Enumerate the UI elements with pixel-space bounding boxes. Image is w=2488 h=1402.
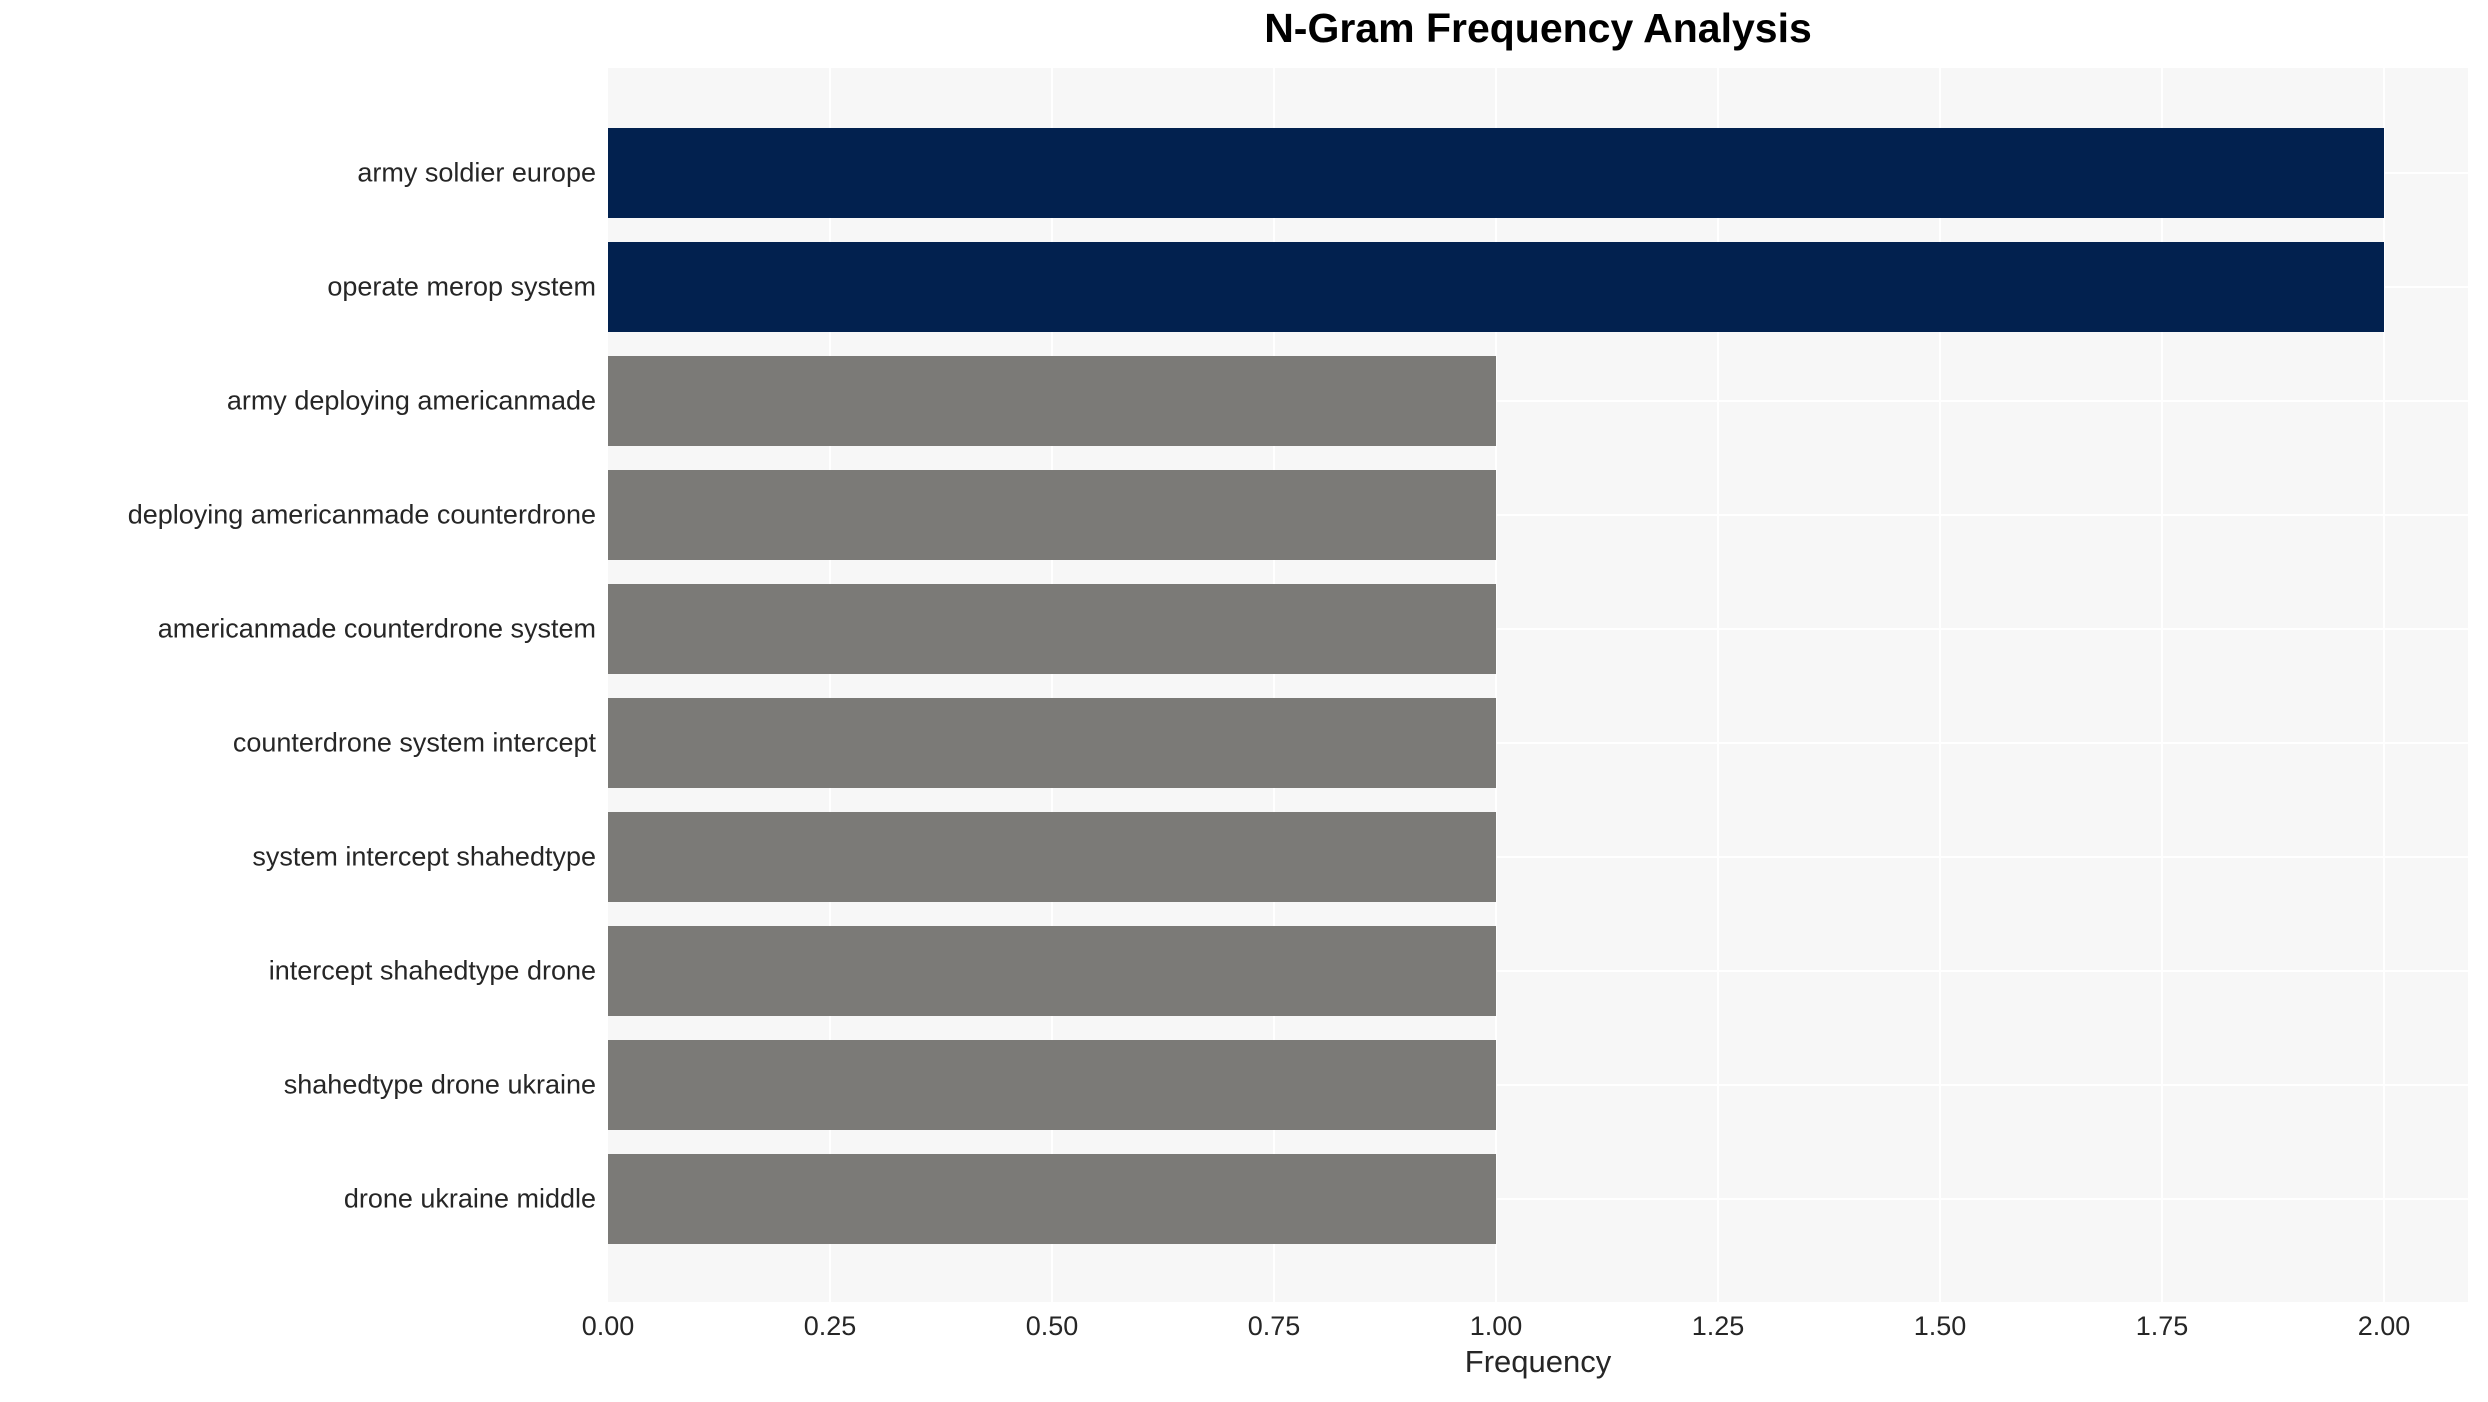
x-tick-label: 1.75 [2135,1311,2189,1341]
y-tick-label: drone ukraine middle [343,1183,596,1214]
x-gridline [2383,68,2385,1302]
x-tick-label: 0.00 [581,1311,635,1341]
x-gridline [1273,68,1275,1302]
y-gridline [608,400,2468,402]
bar [608,242,2384,332]
y-tick-label: intercept shahedtype drone [268,955,596,986]
chart-title: N-Gram Frequency Analysis [1264,5,1812,51]
bar [608,926,1496,1016]
x-tick-label: 1.00 [1469,1311,1523,1341]
x-gridline [1939,68,1941,1302]
y-tick-label: army soldier europe [357,157,596,188]
y-gridline [608,856,2468,858]
y-gridline [608,970,2468,972]
bar [608,584,1496,674]
bar [608,1040,1496,1130]
x-tick-label: 1.25 [1691,1311,1745,1341]
y-gridline [608,628,2468,630]
bar [608,128,2384,218]
y-gridline [608,514,2468,516]
y-tick-label: system intercept shahedtype [252,841,596,872]
x-tick-label: 1.50 [1913,1311,1967,1341]
x-tick-label: 0.25 [803,1311,857,1341]
y-tick-label: americanmade counterdrone system [157,613,596,644]
y-tick-label: deploying americanmade counterdrone [127,499,596,530]
bar [608,812,1496,902]
x-gridline [1495,68,1497,1302]
x-gridline [1051,68,1053,1302]
bar [608,698,1496,788]
y-tick-label: operate merop system [327,271,596,302]
x-tick-label: 0.50 [1025,1311,1079,1341]
x-gridline [829,68,831,1302]
bar [608,1154,1496,1244]
bar [608,356,1496,446]
plot-area [608,68,2468,1302]
y-tick-label: army deploying americanmade [226,385,596,416]
y-tick-label: shahedtype drone ukraine [283,1069,596,1100]
x-tick-label: 0.75 [1247,1311,1301,1341]
x-gridline [1717,68,1719,1302]
bar [608,470,1496,560]
x-tick-label: 2.00 [2357,1311,2411,1341]
y-tick-label: counterdrone system intercept [232,727,596,758]
x-axis-label: Frequency [1464,1344,1612,1379]
y-gridline [608,1084,2468,1086]
y-gridline [608,742,2468,744]
y-gridline [608,1198,2468,1200]
x-gridline [2161,68,2163,1302]
